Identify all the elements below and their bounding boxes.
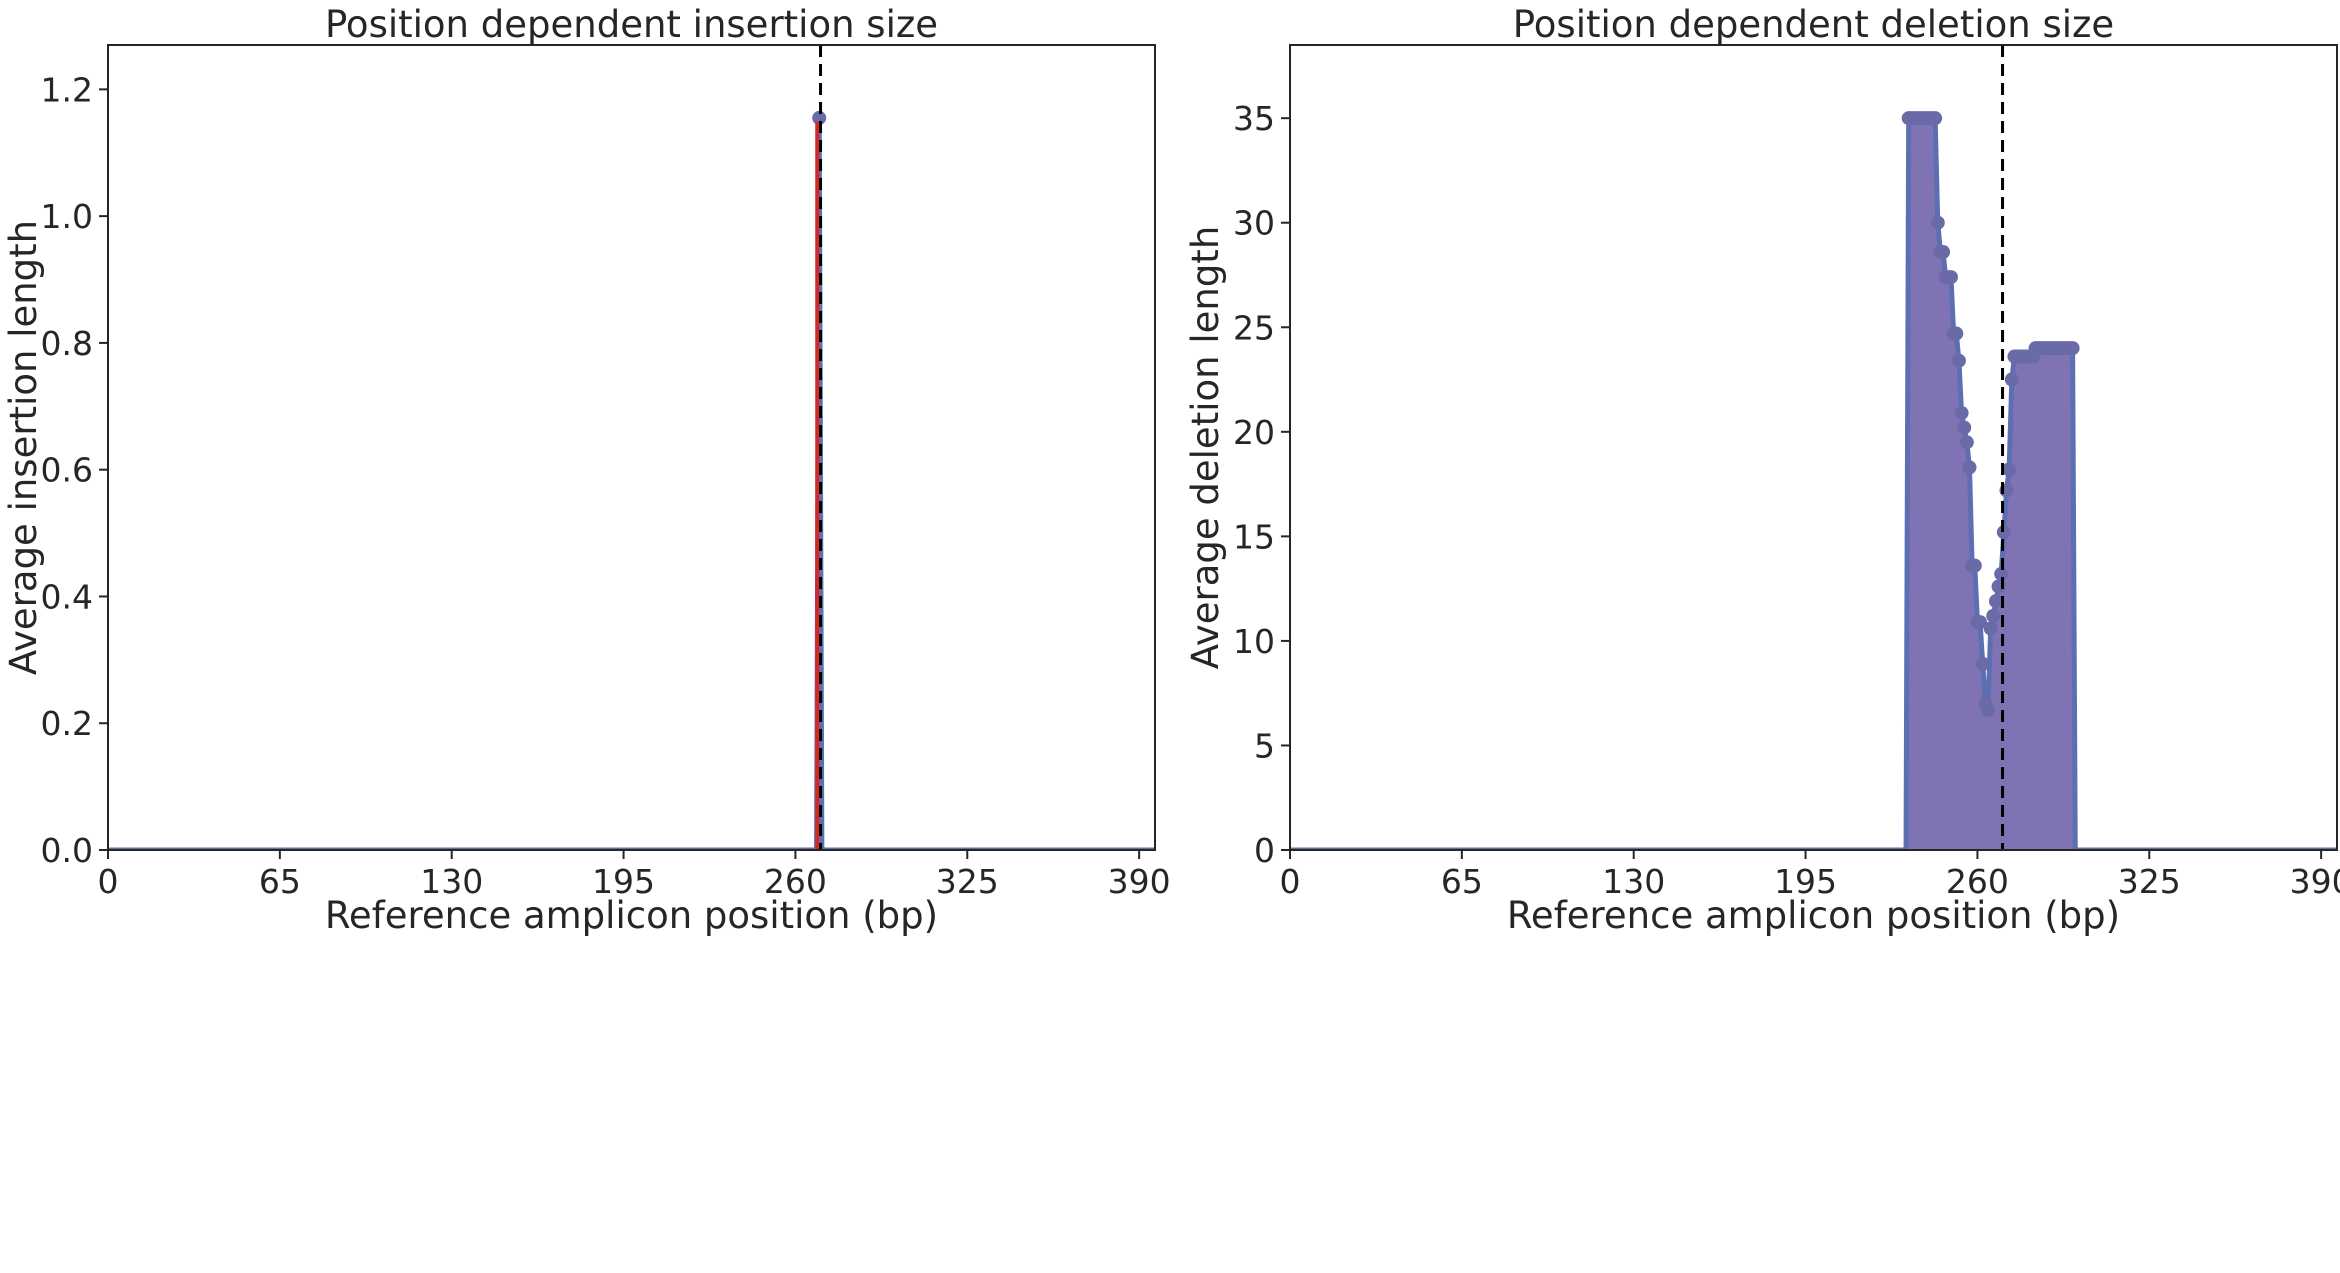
data-point [1962, 460, 1977, 475]
data-point [1959, 435, 1974, 450]
chart-title: Position dependent insertion size [325, 3, 938, 46]
y-tick-label: 0.8 [41, 324, 93, 363]
data-point [1943, 270, 1958, 285]
series-fill [1290, 118, 2337, 850]
y-tick-label: 0.2 [41, 704, 93, 743]
data-point [1996, 525, 2011, 540]
data-point [2065, 341, 2080, 356]
x-tick-label: 195 [1774, 862, 1837, 901]
data-point [1983, 621, 1998, 636]
y-tick-label: 1.0 [41, 197, 93, 236]
data-point [1957, 420, 1972, 435]
x-tick-label: 65 [1441, 862, 1483, 901]
x-tick-label: 260 [1946, 862, 2009, 901]
y-tick-label: 10 [1233, 622, 1275, 661]
y-tick-label: 1.2 [41, 70, 93, 109]
y-tick-label: 0.4 [41, 577, 93, 616]
y-tick-label: 20 [1233, 413, 1275, 452]
x-tick-label: 0 [1280, 862, 1301, 901]
plot-area [1290, 45, 2337, 850]
x-tick-label: 195 [592, 862, 655, 901]
data-point [1930, 215, 1945, 230]
plot-area [108, 45, 1155, 850]
x-tick-label: 130 [1602, 862, 1665, 901]
x-tick-label: 325 [2118, 862, 2181, 901]
y-tick-label: 15 [1233, 517, 1275, 556]
series-line [108, 115, 1155, 850]
data-point [1951, 353, 1966, 368]
x-tick-label: 390 [1108, 862, 1171, 901]
axes-frame [107, 44, 1156, 851]
series-line [1290, 115, 2337, 850]
data-point [1988, 594, 2003, 609]
insertion-size-chart: 0 65 130 195 260 325 390 0.0 0.2 0.4 0.6 0.8 1.0 1.2 P… [2, 3, 1171, 937]
axes-frame [1289, 44, 2338, 851]
data-point [2004, 372, 2019, 387]
series-fill [108, 117, 1155, 850]
data-point [1973, 615, 1988, 630]
data-point [1981, 702, 1995, 717]
data-point [1994, 567, 2009, 581]
x-tick-label: 0 [98, 862, 119, 901]
y-tick-label: 5 [1254, 726, 1275, 765]
chart-title: Position dependent deletion size [1513, 3, 2114, 46]
x-tick-label: 260 [764, 862, 827, 901]
y-tick-label: 30 [1233, 204, 1275, 243]
y-axis-label: Average insertion length [2, 220, 45, 675]
y-tick-label: 0.6 [41, 451, 93, 490]
x-tick-label: 325 [936, 862, 999, 901]
y-tick-label: 0.0 [41, 831, 93, 870]
y-axis-label: Average deletion length [1184, 226, 1227, 670]
data-point [1936, 245, 1951, 259]
x-axis-label: Reference amplicon position (bp) [1507, 894, 2120, 937]
y-tick-label: 0 [1254, 831, 1275, 870]
data-point [1928, 111, 1943, 126]
deletion-size-chart: 0 65 130 195 260 325 390 0 5 10 15 20 25 30 35 Position… [1184, 3, 2340, 937]
data-point [1954, 406, 1969, 420]
y-tick-label: 25 [1233, 308, 1275, 347]
x-axis-label: Reference amplicon position (bp) [325, 894, 938, 937]
data-point [1967, 558, 1982, 573]
data-point [812, 110, 827, 125]
x-tick-label: 65 [259, 862, 301, 901]
data-point [1986, 608, 2001, 623]
data-point [1975, 656, 1990, 671]
data-point [1949, 326, 1964, 341]
y-tick-label: 35 [1233, 99, 1275, 138]
x-tick-label: 390 [2290, 862, 2340, 901]
x-tick-label: 130 [420, 862, 483, 901]
data-point [2002, 462, 2017, 477]
